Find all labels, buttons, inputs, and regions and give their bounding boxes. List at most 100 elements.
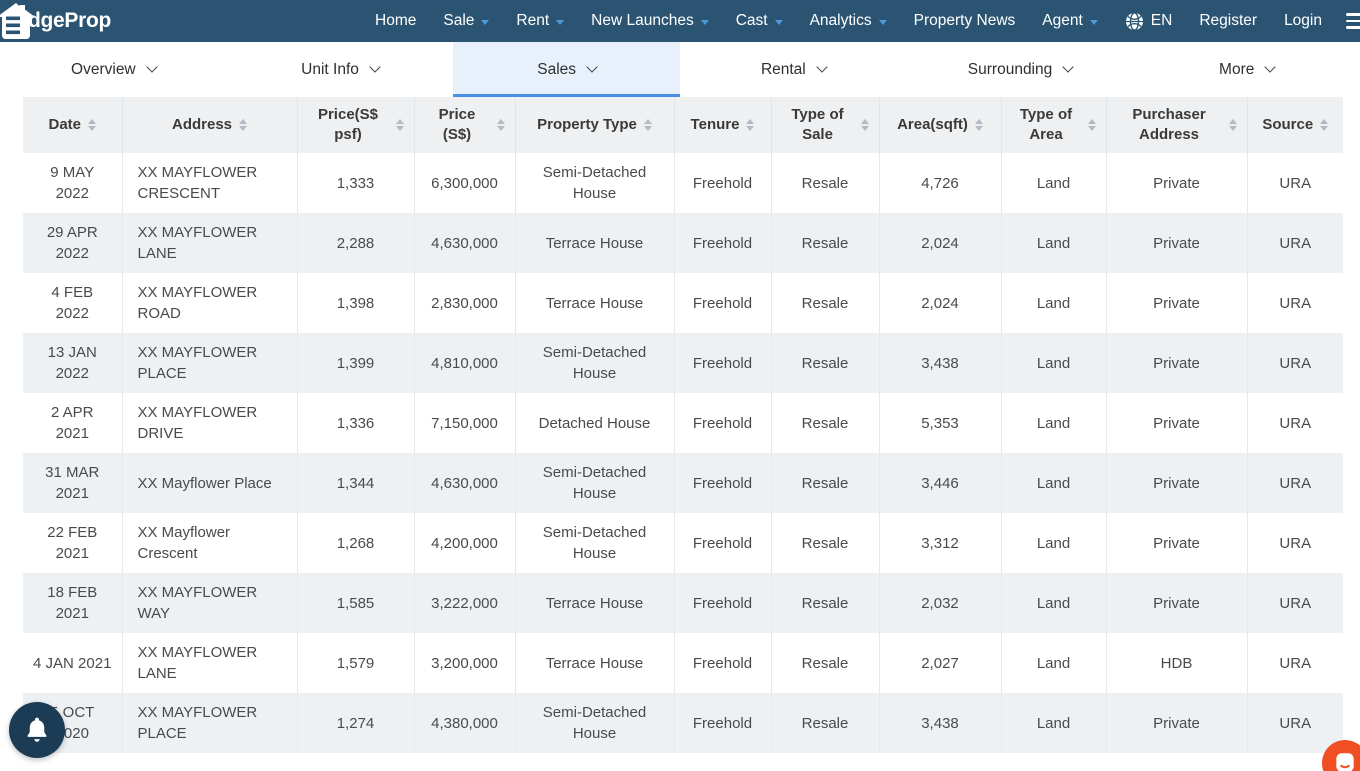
table-cell-type-of-area: Land — [1001, 213, 1107, 273]
table-cell-price-s-psf: 1,336 — [297, 393, 415, 453]
column-header-label: Type of Area — [1019, 106, 1073, 143]
nav-item-agent[interactable]: Agent — [1042, 12, 1098, 30]
table-cell-area-sqft: 5,353 — [879, 393, 1002, 453]
column-header-type-of-area[interactable]: Type of Area — [1001, 97, 1107, 153]
sort-down-icon — [395, 126, 404, 132]
column-header-date[interactable]: Date — [23, 97, 123, 153]
table-cell-price-s: 4,200,000 — [414, 513, 516, 573]
table-cell-type-of-area: Land — [1001, 273, 1107, 333]
table-cell-price-s: 3,200,000 — [414, 633, 516, 693]
nav-item-label: Sale — [443, 12, 475, 29]
sort-up-icon — [496, 118, 505, 124]
table-cell-address: XX Mayflower Place — [122, 453, 298, 513]
tab-surrounding[interactable]: Surrounding — [907, 42, 1134, 97]
table-cell-price-s-psf: 1,399 — [297, 333, 415, 393]
table-cell-tenure: Freehold — [674, 513, 772, 573]
nav-item-label: Home — [375, 12, 417, 29]
column-header-area-sqft[interactable]: Area(sqft) — [879, 97, 1002, 153]
table-cell-date: 22 FEB 2021 — [23, 513, 123, 573]
column-header-inner: Source — [1258, 115, 1334, 135]
tab-more[interactable]: More — [1133, 42, 1360, 97]
table-cell-type-of-sale: Resale — [771, 513, 880, 573]
nav-item-label: Agent — [1042, 12, 1083, 29]
table-cell-area-sqft: 3,438 — [879, 333, 1002, 393]
chevron-down-icon — [369, 61, 381, 73]
nav-item-sale[interactable]: Sale — [443, 12, 490, 30]
table-cell-type-of-area: Land — [1001, 393, 1107, 453]
table-cell-type-of-sale: Resale — [771, 273, 880, 333]
table-cell-price-s: 6,300,000 — [414, 153, 516, 213]
table-cell-price-s-psf: 1,344 — [297, 453, 415, 513]
table-cell-date: 18 FEB 2021 — [23, 573, 123, 633]
sort-up-icon — [643, 118, 652, 124]
chevron-down-icon — [145, 61, 158, 73]
sales-transactions-table: Date Address Price(S$ psf) Price (S$) Proper… — [23, 97, 1343, 753]
table-cell-area-sqft: 2,024 — [879, 213, 1002, 273]
table-cell-address: XX MAYFLOWER LANE — [122, 633, 298, 693]
sort-down-icon — [643, 126, 652, 132]
sort-down-icon — [974, 126, 983, 132]
table-cell-purchaser-address: HDB — [1106, 633, 1248, 693]
chevron-down-icon — [481, 19, 490, 25]
column-header-inner: Date — [33, 115, 112, 135]
table-cell-source: URA — [1247, 693, 1343, 753]
column-header-price-s[interactable]: Price (S$) — [414, 97, 516, 153]
login-link[interactable]: Login — [1284, 12, 1322, 29]
column-header-tenure[interactable]: Tenure — [674, 97, 772, 153]
table-cell-area-sqft: 3,446 — [879, 453, 1002, 513]
table-cell-purchaser-address: Private — [1106, 453, 1248, 513]
column-header-property-type[interactable]: Property Type — [515, 97, 675, 153]
table-cell-address: XX MAYFLOWER DRIVE — [122, 393, 298, 453]
table-cell-price-s: 4,630,000 — [414, 213, 516, 273]
notification-bell-button[interactable] — [9, 702, 65, 758]
table-cell-type-of-sale: Resale — [771, 573, 880, 633]
table-row: 29 APR 2022 XX MAYFLOWER LANE 2,288 4,630,0… — [23, 213, 1343, 273]
column-header-inner: Tenure — [685, 115, 761, 135]
table-row: 4 FEB 2022 XX MAYFLOWER ROAD 1,398 2,830,00… — [23, 273, 1343, 333]
register-link[interactable]: Register — [1199, 12, 1258, 29]
tab-unit-info[interactable]: Unit Info — [227, 42, 454, 97]
table-cell-source: URA — [1247, 333, 1343, 393]
tab-rental[interactable]: Rental — [680, 42, 907, 97]
tab-sales[interactable]: Sales — [453, 42, 681, 97]
sort-up-icon — [746, 118, 755, 124]
sort-down-icon — [496, 126, 505, 132]
table-cell-property-type: Terrace House — [515, 273, 675, 333]
table-cell-source: URA — [1247, 213, 1343, 273]
sort-arrows-icon — [239, 118, 248, 132]
table-cell-purchaser-address: Private — [1106, 693, 1248, 753]
table-cell-type-of-sale: Resale — [771, 333, 880, 393]
column-header-inner: Property Type — [526, 115, 664, 135]
nav-item-analytics[interactable]: Analytics — [810, 12, 887, 30]
sort-up-icon — [88, 118, 96, 124]
notification-bell-icon — [22, 715, 52, 745]
nav-item-property-news[interactable]: Property News — [914, 12, 1016, 30]
nav-item-home[interactable]: Home — [375, 12, 416, 30]
column-header-label: Price (S$) — [438, 106, 476, 143]
hamburger-menu-icon[interactable] — [1346, 13, 1360, 29]
nav-item-new-launches[interactable]: New Launches — [591, 12, 709, 30]
sort-down-icon — [746, 126, 755, 132]
table-cell-price-s: 3,222,000 — [414, 573, 516, 633]
tab-label: Overview — [71, 60, 136, 78]
column-header-address[interactable]: Address — [122, 97, 298, 153]
table-cell-area-sqft: 4,726 — [879, 153, 1002, 213]
table-row: 13 JAN 2022 XX MAYFLOWER PLACE 1,399 4,810,… — [23, 333, 1343, 393]
sort-up-icon — [395, 118, 404, 124]
tab-label: Sales — [537, 60, 577, 78]
table-header-row: Date Address Price(S$ psf) Price (S$) Proper… — [23, 97, 1343, 153]
column-header-source[interactable]: Source — [1247, 97, 1343, 153]
nav-item-rent[interactable]: Rent — [516, 12, 565, 30]
column-header-label: Source — [1262, 116, 1314, 133]
table-cell-price-s: 4,630,000 — [414, 453, 516, 513]
table-cell-address: XX MAYFLOWER CRESCENT — [122, 153, 298, 213]
sort-arrows-icon — [395, 118, 404, 132]
tab-overview[interactable]: Overview — [0, 42, 227, 97]
table-cell-type-of-sale: Resale — [771, 633, 880, 693]
language-selector[interactable]: EN — [1125, 11, 1172, 31]
nav-item-cast[interactable]: Cast — [736, 12, 783, 30]
column-header-purchaser-address[interactable]: Purchaser Address — [1106, 97, 1248, 153]
edgeprop-logo[interactable]: dgeProp — [0, 1, 111, 41]
column-header-price-s-psf[interactable]: Price(S$ psf) — [297, 97, 415, 153]
column-header-type-of-sale[interactable]: Type of Sale — [771, 97, 880, 153]
